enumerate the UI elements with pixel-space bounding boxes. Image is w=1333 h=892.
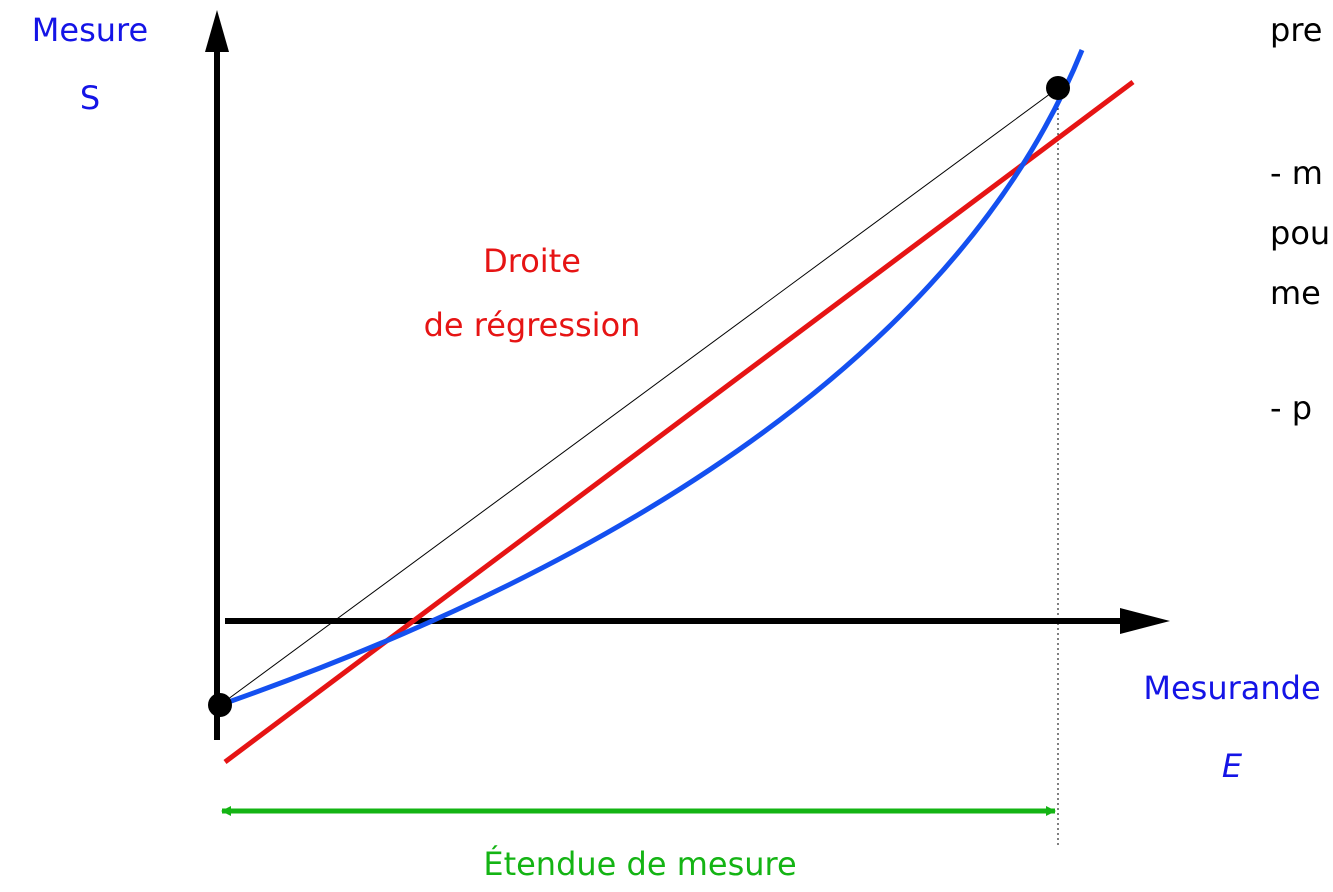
- regression-label: Droite: [483, 242, 581, 280]
- range-label: Étendue de mesure: [483, 845, 796, 883]
- point: [208, 693, 232, 717]
- regression-line: [223, 79, 1135, 765]
- x-label: Mesurande: [1143, 669, 1320, 707]
- y-arrow: [205, 10, 229, 52]
- regression-label: de régression: [424, 306, 641, 344]
- x-arrow: [1120, 608, 1170, 634]
- side-text: me: [1270, 274, 1321, 312]
- side-text: - p: [1270, 389, 1312, 427]
- chord: [219, 87, 1059, 706]
- y-label: Mesure: [32, 11, 148, 49]
- response-curve: [219, 49, 1085, 708]
- x-symbol: E: [1222, 747, 1243, 785]
- side-text: pou: [1270, 214, 1330, 252]
- point: [1046, 76, 1070, 100]
- y-symbol: S: [80, 79, 100, 117]
- side-text: - m: [1270, 154, 1323, 192]
- side-text: pre: [1270, 11, 1322, 49]
